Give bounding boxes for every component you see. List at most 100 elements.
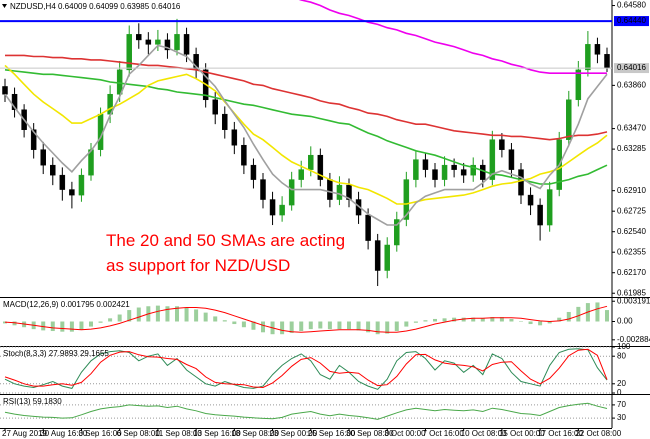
candle-body: [413, 159, 419, 180]
candle-body: [174, 34, 180, 51]
candle-body: [451, 164, 457, 170]
y-tick-label: 0: [617, 388, 622, 397]
panel-title: Stoch(8,3,3) 27.9893 29.1655: [3, 349, 109, 358]
candle-body: [441, 164, 448, 180]
histogram-bar: [117, 314, 122, 322]
candle-body: [546, 189, 553, 226]
histogram-bar: [261, 321, 265, 333]
histogram-bar: [136, 307, 141, 322]
histogram-bar: [375, 321, 380, 335]
histogram-bar: [413, 321, 418, 323]
candle-body: [384, 244, 390, 271]
histogram-bar: [576, 306, 581, 322]
histogram-bar: [327, 321, 332, 330]
histogram-bar: [519, 321, 523, 322]
histogram-bar: [461, 317, 466, 322]
histogram-bar: [538, 321, 543, 326]
x-tick-label: 6 Sep 08:00: [117, 429, 161, 438]
candle-body: [269, 199, 276, 216]
histogram-bar: [547, 321, 552, 324]
histogram-bar: [347, 321, 351, 330]
histogram-bar: [499, 317, 504, 322]
histogram-bar: [471, 317, 476, 322]
panel-title: RSI(13) 59.1830: [3, 397, 62, 406]
histogram-bar: [41, 321, 46, 331]
annotation: The 20 and 50 SMAs are acting: [106, 231, 345, 250]
candle-body: [470, 164, 476, 176]
histogram-bar: [280, 321, 285, 335]
histogram-bar: [184, 307, 189, 322]
candle-body: [50, 164, 56, 176]
histogram-bar: [318, 321, 323, 329]
candle-body: [183, 34, 190, 55]
candle-body: [164, 39, 171, 51]
indicator-line: [4, 348, 608, 390]
histogram-bar: [203, 312, 208, 322]
y-tick-label: 0.00: [617, 317, 633, 326]
histogram-bar: [490, 317, 495, 322]
histogram-bar: [605, 310, 609, 322]
histogram-bar: [404, 321, 409, 327]
candle-body: [432, 169, 438, 180]
candle-body: [308, 154, 314, 170]
candle-body: [575, 69, 582, 101]
level-label: 0.64440: [617, 16, 646, 25]
symbol-marker: [2, 4, 7, 8]
histogram-bar: [442, 318, 447, 322]
candle-body: [585, 44, 591, 71]
y-tick-label: 0.61985: [617, 288, 646, 297]
x-tick-label: 25 Sep 16:00: [308, 429, 356, 438]
histogram-bar: [595, 302, 600, 322]
y-tick-label: 0.63860: [617, 80, 646, 89]
indicator-line: [5, 54, 608, 141]
x-tick-label: 13 Sep 16:00: [193, 429, 241, 438]
candle-body: [78, 174, 85, 196]
y-tick-label: 0.62725: [617, 206, 646, 215]
histogram-bar: [433, 318, 437, 322]
x-tick-label: 7 Oct 16:00: [422, 429, 464, 438]
candle-body: [279, 204, 285, 216]
histogram-bar: [452, 317, 457, 322]
y-tick-label: 0.62355: [617, 247, 646, 256]
y-tick-label: 0.62910: [617, 186, 646, 195]
candle-body: [2, 86, 8, 95]
histogram-bar: [175, 306, 179, 322]
histogram-bar: [480, 318, 485, 322]
x-tick-label: 10 Oct 08:00: [461, 429, 507, 438]
candle-body: [422, 159, 429, 170]
histogram-bar: [337, 321, 342, 330]
histogram-bar: [394, 321, 399, 332]
candle-body: [40, 149, 46, 166]
y-tick-label: 0.62540: [617, 227, 646, 236]
x-tick-label: 11 Sep 08:00: [155, 429, 203, 438]
candle-body: [317, 154, 324, 180]
histogram-bar: [79, 321, 84, 330]
candle-body: [59, 174, 66, 190]
indicator-line: [4, 69, 608, 185]
candle-body: [527, 194, 534, 206]
histogram-bar: [241, 321, 246, 328]
histogram-bar: [165, 306, 170, 322]
histogram-bar: [194, 309, 199, 322]
level-label: 0.64016: [617, 63, 646, 72]
x-tick-label: 22 Oct 08:00: [575, 429, 621, 438]
histogram-bar: [528, 321, 533, 325]
histogram-bar: [289, 321, 294, 333]
histogram-bar: [566, 311, 571, 322]
candle-body: [480, 164, 486, 180]
candle-body: [489, 139, 496, 180]
histogram-bar: [222, 320, 227, 322]
candle-body: [155, 39, 161, 45]
candle-body: [594, 44, 601, 55]
y-tick-label: 0.63285: [617, 144, 646, 153]
annotation: as support for NZD/USD: [106, 256, 290, 275]
histogram-bar: [385, 321, 390, 334]
level-box: [614, 16, 649, 27]
candle-body: [508, 149, 515, 170]
candle-body: [260, 179, 266, 200]
candle-body: [537, 204, 543, 226]
y-tick-label: 70: [617, 400, 626, 409]
histogram-bar: [251, 321, 256, 330]
